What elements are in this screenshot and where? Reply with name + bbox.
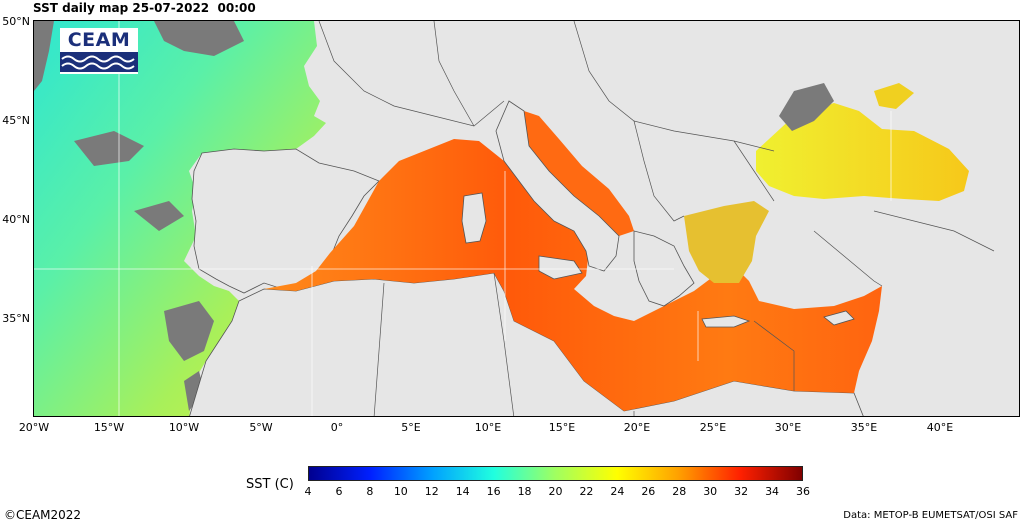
data-source-text: Data: METOP-B EUMETSAT/OSI SAF xyxy=(843,510,1018,521)
lon-label: 35°E xyxy=(850,421,878,434)
colorbar-tick: 10 xyxy=(393,485,408,498)
black-sea xyxy=(756,103,969,201)
colorbar-tick: 20 xyxy=(548,485,563,498)
colorbar-tick: 24 xyxy=(610,485,625,498)
lon-label: 20°E xyxy=(623,421,651,434)
copyright-text: ©CEAM2022 xyxy=(4,508,82,522)
atlantic-ocean xyxy=(34,21,326,416)
colorbar-tick: 26 xyxy=(641,485,656,498)
no-data-patch xyxy=(154,21,244,56)
crete-land xyxy=(701,315,751,328)
logo-text: CEAM xyxy=(67,29,131,51)
colorbar-tick: 14 xyxy=(455,485,470,498)
lon-label: 40°E xyxy=(926,421,954,434)
lon-label: 20°W xyxy=(18,421,50,434)
colorbar-tick: 30 xyxy=(703,485,718,498)
aegean-sea xyxy=(684,201,769,283)
lon-label: 15°E xyxy=(548,421,576,434)
lon-label: 25°E xyxy=(699,421,727,434)
no-data-patch xyxy=(779,83,834,131)
colorbar-tick: 4 xyxy=(304,485,312,498)
lat-label: 40°N xyxy=(2,213,30,226)
colorbar-tick: 28 xyxy=(672,485,687,498)
lon-label: 30°E xyxy=(774,421,802,434)
colorbar-tick: 12 xyxy=(424,485,439,498)
lon-label: 15°W xyxy=(93,421,125,434)
sardinia-land xyxy=(461,192,487,244)
lon-label: 0° xyxy=(330,421,344,434)
no-data-patch xyxy=(164,301,214,361)
sst-map xyxy=(33,20,1020,417)
colorbar-tick: 34 xyxy=(765,485,780,498)
colorbar-tick: 8 xyxy=(366,485,374,498)
adriatic-sea xyxy=(524,111,634,236)
lat-label: 45°N xyxy=(2,114,30,127)
ceam-logo: CEAM xyxy=(60,28,138,74)
colorbar-tick: 36 xyxy=(796,485,810,498)
colorbar-tick: 6 xyxy=(335,485,343,498)
country-borders xyxy=(318,21,995,416)
balkans-land xyxy=(633,230,695,307)
sicily-land xyxy=(538,255,583,280)
colorbar xyxy=(308,466,803,481)
colorbar-tick: 16 xyxy=(486,485,501,498)
lon-label: 5°E xyxy=(401,421,421,434)
map-title: SST daily map 25-07-2022 00:00 xyxy=(33,1,256,15)
colorbar-tick: 32 xyxy=(734,485,749,498)
no-data-patch xyxy=(74,131,144,166)
lat-label: 35°N xyxy=(2,312,30,325)
colorbar-label: SST (C) xyxy=(246,477,294,492)
graticule xyxy=(34,21,892,416)
cyprus-land xyxy=(823,310,855,326)
lon-label: 5°W xyxy=(249,421,273,434)
colorbar-tick: 18 xyxy=(517,485,532,498)
italy-land xyxy=(495,100,620,272)
lat-label: 50°N xyxy=(2,15,30,28)
wave-icon xyxy=(60,52,138,72)
no-data-patch xyxy=(34,21,54,91)
lon-label: 10°E xyxy=(474,421,502,434)
sea-of-azov xyxy=(874,83,914,109)
no-data-patch xyxy=(134,201,184,231)
no-data-patch xyxy=(184,371,204,411)
colorbar-tick: 22 xyxy=(579,485,594,498)
lon-label: 10°W xyxy=(168,421,200,434)
